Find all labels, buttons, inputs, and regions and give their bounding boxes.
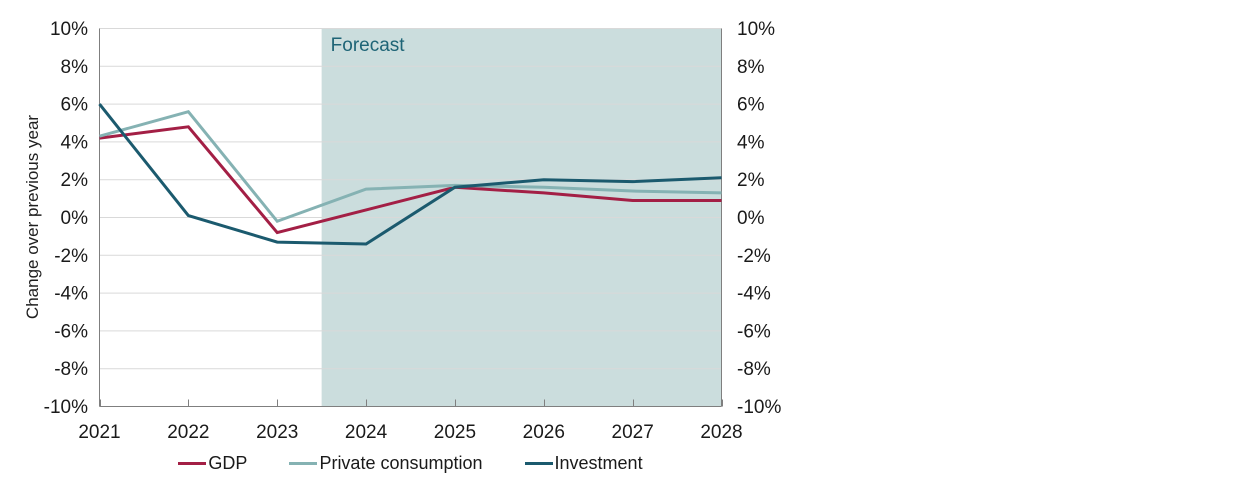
y-tick-label-left: -2%: [54, 246, 88, 267]
forecast-label: Forecast: [331, 35, 406, 56]
y-tick-label-left: -8%: [54, 359, 88, 380]
private-consumption-line-swatch: [289, 462, 318, 465]
y-tick-label-right: 8%: [737, 57, 765, 78]
legend-label-private-consumption: Private consumption: [319, 453, 483, 473]
series-line-private-consumption: [99, 109, 722, 224]
y-tick-label-left: 8%: [61, 57, 89, 78]
y-tick-label-right: -10%: [737, 397, 781, 418]
y-tick-label-left: 6%: [61, 95, 89, 116]
y-tick-label-left: -6%: [54, 321, 88, 342]
x-tick-label: 2028: [700, 422, 742, 443]
line-chart: 10% 10% 8% 8% 6% 6% 4% 4% 2% 2% 0% 0% -2% -2% -4% -4% -6…: [44, 19, 782, 443]
y-tick-label-left: 4%: [61, 132, 89, 153]
y-tick-label-right: 2%: [737, 170, 765, 191]
y-tick-label-right: -8%: [737, 359, 771, 380]
x-tick-label: 2025: [434, 422, 476, 443]
y-tick-label-right: 4%: [737, 132, 765, 153]
x-tick-label: 2027: [612, 422, 654, 443]
series-line-gdp: [99, 125, 722, 235]
x-tick-label: 2026: [523, 422, 565, 443]
gdp-line-swatch: [178, 462, 207, 465]
x-tick-label: 2022: [167, 422, 209, 443]
y-tick-label-left: -4%: [54, 284, 88, 305]
x-tick-label: 2021: [78, 422, 120, 443]
y-tick-label-left: -10%: [44, 397, 88, 418]
y-tick-label-left: 0%: [61, 208, 89, 229]
legend: GDP Private consumption Investment: [99, 453, 722, 474]
x-tick-label: 2024: [345, 422, 388, 443]
y-tick-label-right: -6%: [737, 321, 771, 342]
legend-item-gdp: GDP: [178, 453, 247, 474]
y-tick-label-left: 10%: [50, 19, 88, 40]
legend-item-private-consumption: Private consumption: [289, 453, 483, 474]
y-tick-label-right: -2%: [737, 246, 771, 267]
legend-label-gdp: GDP: [208, 453, 248, 473]
investment-line-swatch: [524, 462, 553, 465]
legend-item-investment: Investment: [524, 453, 643, 474]
y-tick-label-right: -4%: [737, 284, 771, 305]
y-tick-label-right: 10%: [737, 19, 775, 40]
y-tick-label-right: 0%: [737, 208, 765, 229]
y-tick-label-left: 2%: [61, 170, 89, 191]
series-line-investment: [98, 103, 722, 246]
legend-label-investment: Investment: [554, 453, 643, 473]
x-tick-label: 2023: [256, 422, 298, 443]
y-tick-label-right: 6%: [737, 95, 765, 116]
y-axis-title: Change over previous year: [23, 114, 42, 320]
